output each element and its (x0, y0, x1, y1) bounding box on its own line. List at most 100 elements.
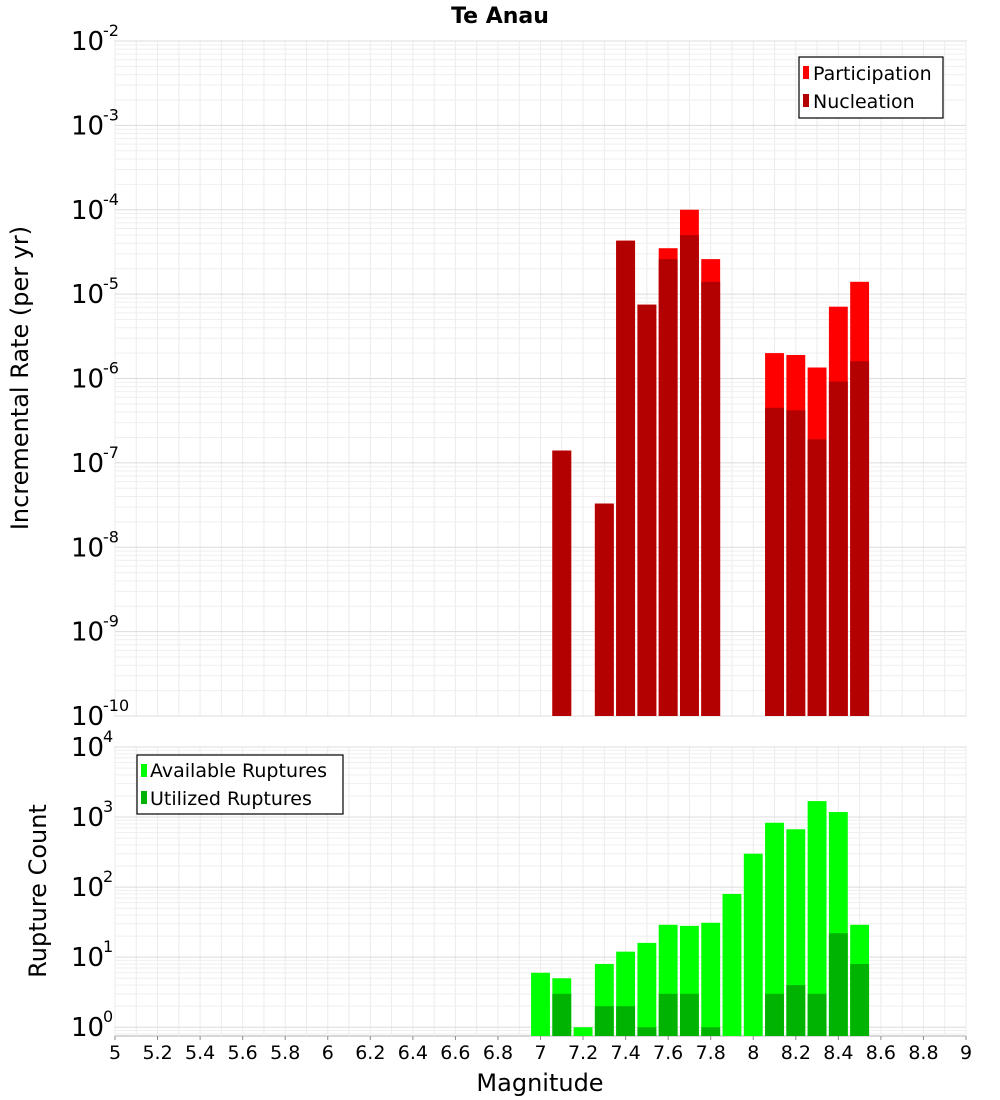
nucleation-bar (765, 407, 784, 716)
y-tick-base: 10 (71, 196, 104, 226)
x-tick-label: 5 (109, 1042, 121, 1064)
x-tick-label: 7.4 (610, 1042, 640, 1064)
nucleation-legend-label: Nucleation (813, 91, 915, 113)
x-tick-label: 7.2 (568, 1042, 598, 1064)
nucleation-bar (786, 410, 806, 716)
y-tick-base: 10 (71, 533, 104, 563)
available-ruptures-bar (701, 922, 721, 1036)
x-axis-title: Magnitude (476, 1069, 603, 1097)
x-tick-label: 5.2 (142, 1042, 172, 1064)
utilized-ruptures-bar (828, 933, 848, 1036)
y-tick-base: 10 (71, 280, 104, 310)
x-ticks: 5 5.2 5.4 5.6 5.8 6 6.2 6.4 6.6 6.8 7 7.2 7.4 7.6 7.8 8… (109, 1036, 972, 1064)
available-ruptures-bar (531, 972, 550, 1036)
top-y-axis-title: Incremental Rate (per yr) (6, 226, 34, 530)
x-tick-label: 6.8 (483, 1042, 513, 1064)
available-ruptures-bar (722, 893, 742, 1036)
x-tick-label: 6 (322, 1042, 334, 1064)
y-tick-base: 10 (71, 1013, 104, 1043)
utilized-ruptures-bar (658, 993, 678, 1036)
x-tick-label: 8.8 (908, 1042, 938, 1064)
y-tick-exponent: -5 (103, 274, 119, 293)
available-ruptures-bar (786, 829, 806, 1036)
nucleation-bar (658, 259, 678, 716)
bottom-legend: Available Ruptures Utilized Ruptures (136, 754, 344, 815)
nucleation-bar (828, 381, 848, 716)
y-tick-exponent: -6 (103, 359, 119, 378)
x-tick-label: 7.6 (653, 1042, 683, 1064)
x-tick-label: 6.2 (355, 1042, 385, 1064)
y-tick-exponent: -2 (103, 21, 119, 40)
nucleation-bar (679, 235, 699, 716)
nucleation-bar (807, 439, 827, 716)
chart-title: Te Anau (451, 4, 549, 29)
y-tick-base: 10 (71, 111, 104, 141)
participation-legend-swatch (803, 66, 809, 79)
nucleation-bar (552, 450, 572, 716)
y-tick-exponent: 2 (103, 867, 113, 886)
y-tick-base: 10 (71, 873, 104, 903)
top-bars (552, 209, 870, 717)
utilized-ruptures-bar (552, 993, 572, 1036)
y-tick-base: 10 (71, 943, 104, 973)
x-tick-label: 8.4 (823, 1042, 853, 1064)
y-tick-exponent: -10 (103, 696, 129, 715)
utilized-ruptures-bar (807, 993, 827, 1036)
top-legend: Participation Nucleation (798, 56, 944, 119)
utilized-ruptures-bar (594, 1006, 614, 1036)
y-tick-exponent: 1 (103, 937, 113, 956)
y-tick-exponent: -8 (103, 527, 119, 546)
y-tick-base: 10 (71, 803, 104, 833)
utilized-ruptures-bar (786, 985, 806, 1036)
available-ruptures-legend-swatch (141, 764, 147, 777)
y-tick-base: 10 (71, 733, 104, 763)
y-tick-exponent: 0 (103, 1007, 113, 1026)
utilized-ruptures-bar (701, 1027, 721, 1036)
y-tick-base: 10 (71, 27, 104, 57)
nucleation-bar (616, 240, 636, 717)
y-tick-base: 10 (71, 702, 104, 732)
y-tick-exponent: -9 (103, 612, 119, 631)
x-tick-label: 5.4 (185, 1042, 215, 1064)
bottom-legend-box (136, 754, 344, 815)
available-ruptures-legend-label: Available Ruptures (150, 760, 327, 782)
utilized-ruptures-legend-swatch (141, 791, 147, 804)
available-ruptures-bar (573, 1027, 593, 1036)
top-legend-box (798, 56, 944, 119)
x-tick-label: 7.8 (696, 1042, 726, 1064)
nucleation-bar (637, 304, 657, 716)
utilized-ruptures-bar (637, 1027, 657, 1036)
y-tick-exponent: -4 (103, 190, 119, 209)
x-tick-label: 6.6 (440, 1042, 470, 1064)
nucleation-bar (594, 503, 614, 716)
x-tick-label: 5.6 (228, 1042, 258, 1064)
available-ruptures-bar (743, 853, 763, 1036)
bottom-y-axis-title: Rupture Count (24, 804, 52, 978)
y-tick-exponent: -3 (103, 105, 119, 124)
y-tick-exponent: 4 (103, 727, 113, 746)
available-ruptures-bar (637, 942, 657, 1036)
x-tick-label: 7 (534, 1042, 546, 1064)
x-tick-label: 9 (960, 1042, 972, 1064)
utilized-ruptures-bar (765, 993, 784, 1036)
y-tick-exponent: 3 (103, 797, 113, 816)
y-tick-base: 10 (71, 618, 104, 648)
x-tick-label: 8.2 (781, 1042, 811, 1064)
utilized-ruptures-legend-label: Utilized Ruptures (150, 788, 312, 810)
utilized-ruptures-bar (850, 963, 870, 1036)
x-tick-label: 8 (747, 1042, 759, 1064)
utilized-ruptures-bar (616, 1006, 636, 1036)
x-tick-label: 5.8 (270, 1042, 300, 1064)
nucleation-legend-swatch (803, 94, 809, 107)
y-tick-base: 10 (71, 365, 104, 395)
utilized-ruptures-bar (679, 993, 699, 1036)
participation-legend-label: Participation (813, 63, 932, 85)
y-tick-exponent: -7 (103, 443, 119, 462)
available-ruptures-bar (765, 822, 784, 1036)
available-ruptures-bar (807, 801, 827, 1036)
